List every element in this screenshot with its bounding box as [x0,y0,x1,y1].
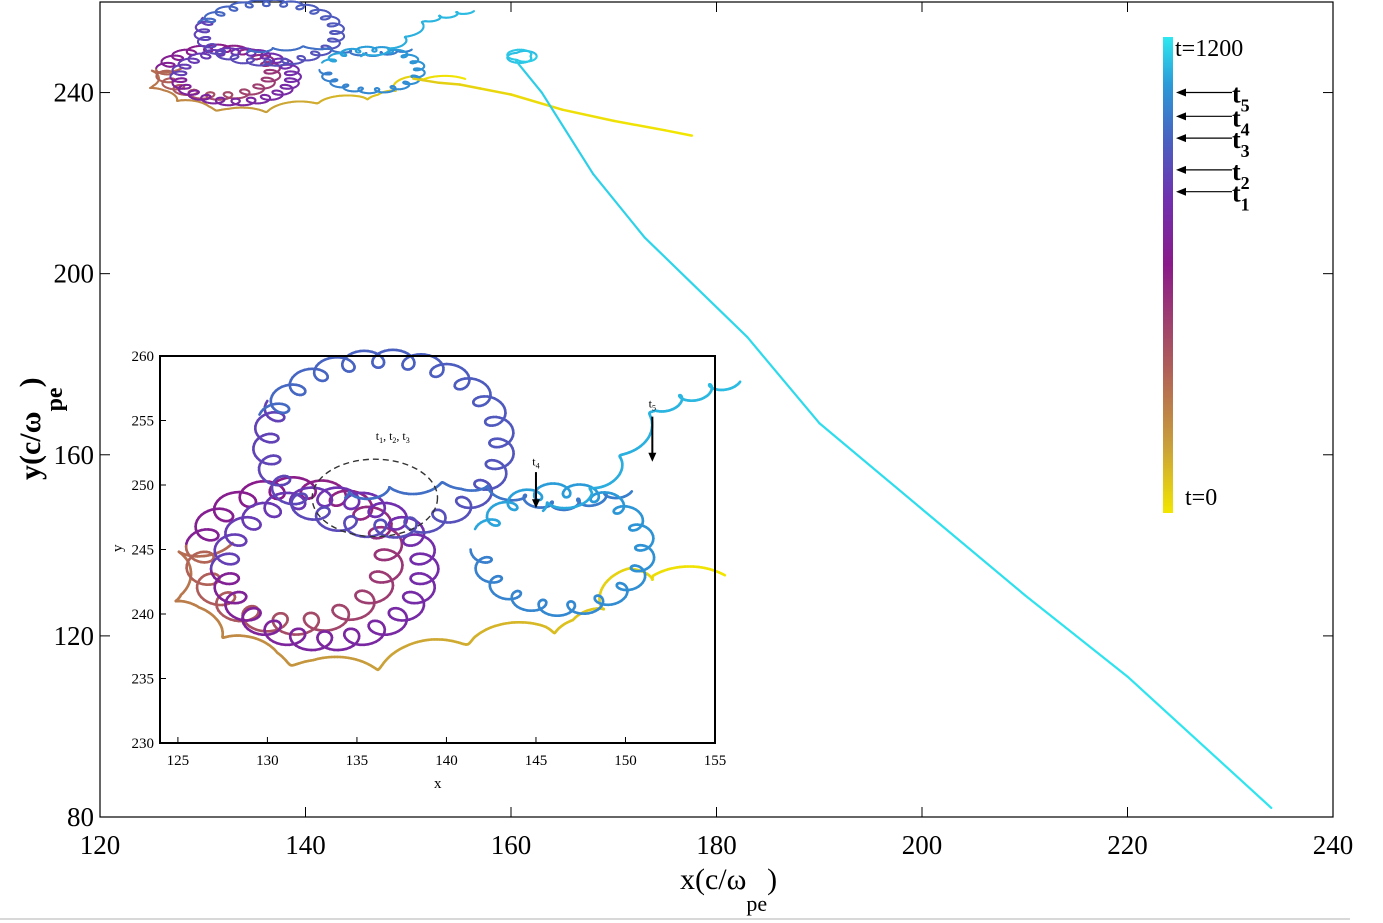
inset-trajectory-segment [186,541,187,544]
main-y-tick-label: 200 [54,259,95,289]
main-y-tick-label: 160 [54,440,95,470]
colorbar-marker-arrowhead [1176,188,1186,196]
main-trajectory-tail [511,95,562,110]
main-trajectory-escape [645,237,696,287]
inset-plot: 125 130 135 140 145 150 1552302352402452502552… [110,349,740,792]
colorbar-bottom-label: t=0 [1185,485,1217,511]
main-trajectory-escape [819,423,922,509]
main-trajectory-tail [562,110,613,121]
main-trajectory-tail [439,83,460,85]
main-trajectory-escape [1128,677,1272,808]
colorbar-marker-arrowhead [1176,112,1186,120]
main-trajectory-escape [922,509,1025,595]
colorbar-marker-arrowhead [1176,89,1186,97]
main-x-tick-label: 140 [285,830,326,860]
main-trajectory-escape [516,61,542,93]
main-trajectory-tail [665,130,692,135]
main-y-tick-label: 120 [54,621,95,651]
main-trajectory-segment [198,22,199,23]
main-trajectory-segment [322,62,323,63]
main-x-tick-label: 120 [80,830,121,860]
main-y-tick-label: 240 [54,78,95,108]
main-x-tick-label: 180 [696,830,737,860]
main-x-tick-label: 220 [1107,830,1148,860]
main-trajectory-escape [593,174,644,237]
main-x-tick-label: 240 [1313,830,1354,860]
colorbar-gradient [1163,37,1173,513]
main-x-label: x(c/ωpe) [680,863,777,916]
main-y-tick-label: 80 [67,802,94,832]
main-trajectory-escape [1025,595,1128,677]
main-x-tick-label: 200 [902,830,943,860]
main-trajectory-escape [747,337,819,423]
colorbar-marker-arrowhead [1176,134,1186,142]
main-trajectory-segment [156,67,157,68]
main-trajectory-tail [614,121,665,130]
colorbar-marker-arrowhead [1176,166,1186,174]
main-trajectory-escape [542,93,593,175]
inset-background [160,356,715,743]
main-trajectory-tail [460,85,481,89]
main-trajectory-escape [696,287,747,337]
main-trajectory-tail [480,89,511,95]
main-x-tick-label: 160 [491,830,532,860]
colorbar-top-label: t=1200 [1175,36,1243,62]
